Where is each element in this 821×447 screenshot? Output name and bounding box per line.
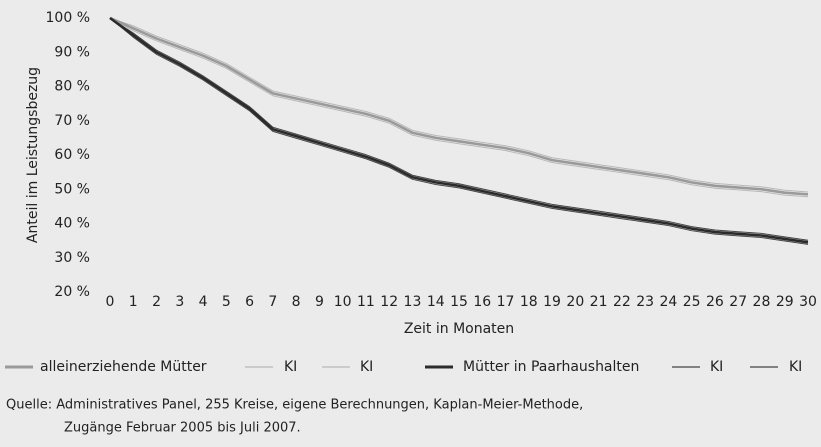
y-tick-label: 80 %: [54, 79, 90, 95]
x-tick-label: 1: [129, 294, 138, 310]
x-tick-label: 23: [636, 294, 654, 310]
legend-label: KI: [360, 359, 373, 375]
x-tick-label: 22: [613, 294, 631, 310]
x-tick-label: 0: [106, 294, 115, 310]
series-line: [109, 17, 809, 245]
y-tick-label: 70 %: [54, 113, 90, 129]
x-tick-label: 14: [427, 294, 445, 310]
x-tick-label: 15: [450, 294, 468, 310]
y-axis-label: Anteil im Leistungsbezug: [25, 67, 41, 243]
x-tick-label: 26: [706, 294, 724, 310]
x-tick-label: 3: [175, 294, 184, 310]
y-tick-label: 30 %: [54, 250, 90, 266]
x-tick-label: 19: [543, 294, 561, 310]
series-line: [109, 16, 809, 244]
x-tick-label: 16: [473, 294, 491, 310]
x-tick-label: 12: [380, 294, 398, 310]
y-tick-label: 40 %: [54, 216, 90, 232]
legend-label: KI: [284, 359, 297, 375]
x-tick-label: 6: [245, 294, 254, 310]
x-tick-label: 2: [152, 294, 161, 310]
legend-label: alleinerziehende Mütter: [40, 359, 207, 375]
legend-label: KI: [789, 359, 802, 375]
y-tick-label: 20 %: [54, 284, 90, 300]
x-tick-label: 25: [683, 294, 701, 310]
series-line: [109, 17, 809, 198]
series-line: [109, 16, 809, 196]
x-tick-label: 17: [497, 294, 515, 310]
x-tick-label: 27: [729, 294, 747, 310]
y-tick-label: 90 %: [54, 44, 90, 60]
source-line: Quelle: Administratives Panel, 255 Kreis…: [6, 398, 583, 413]
x-tick-label: 24: [659, 294, 677, 310]
x-tick-label: 28: [753, 294, 771, 310]
x-tick-label: 11: [357, 294, 375, 310]
x-tick-label: 29: [776, 294, 794, 310]
x-tick-label: 20: [566, 294, 584, 310]
source-line: Zugänge Februar 2005 bis Juli 2007.: [64, 421, 301, 436]
x-tick-label: 8: [292, 294, 301, 310]
x-tick-label: 30: [799, 294, 817, 310]
x-tick-label: 10: [334, 294, 352, 310]
x-tick-label: 9: [315, 294, 324, 310]
x-tick-label: 18: [520, 294, 538, 310]
y-tick-label: 50 %: [54, 181, 90, 197]
series-line: [109, 17, 809, 241]
legend-label: KI: [710, 359, 723, 375]
y-tick-label: 100 %: [46, 10, 90, 26]
x-tick-label: 4: [199, 294, 208, 310]
y-tick-label: 60 %: [54, 147, 90, 163]
x-axis-label: Zeit in Monaten: [404, 321, 514, 337]
x-tick-label: 21: [590, 294, 608, 310]
legend-label: Mütter in Paarhaushalten: [463, 359, 639, 375]
series-line: [109, 17, 809, 193]
x-tick-label: 13: [404, 294, 422, 310]
x-tick-label: 5: [222, 294, 231, 310]
x-tick-label: 7: [268, 294, 277, 310]
